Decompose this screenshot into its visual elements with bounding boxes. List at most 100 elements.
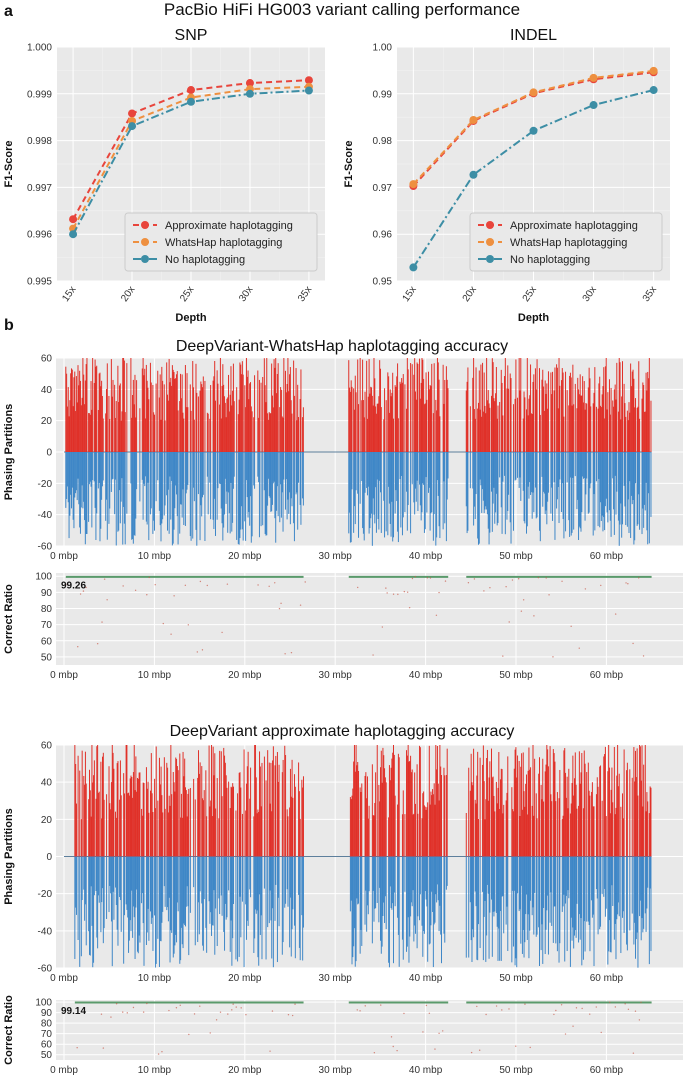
whatshap_ratio-ratio-point [278, 607, 281, 610]
whatshap_ratio-ratio-point [385, 587, 387, 589]
approx_partitions-y-tick-label: 0 [46, 852, 52, 863]
approx_ratio-ratio-point [640, 1001, 642, 1003]
whatshap_ratio-ratio-point [101, 621, 103, 623]
approx_ratio-ratio-point [508, 1008, 510, 1010]
whatshap_ratio-y-tick-label: 90 [41, 588, 53, 599]
snp-y-tick-label: 0.997 [27, 183, 52, 194]
snp-y-tick-label: 1.000 [27, 43, 52, 54]
approx_ratio-ratio-point [102, 1047, 105, 1049]
snp-y-tick-label: 0.999 [27, 89, 52, 100]
indel-legend-box [469, 212, 663, 272]
approx_ratio-ratio-point [188, 1033, 190, 1036]
whatshap_ratio-ratio-point [467, 582, 470, 584]
indel-legend-label: No haplotagging [510, 254, 590, 266]
indel-legend-label: WhatsHap haplotagging [510, 237, 627, 249]
whatshap_ratio-ratio-point [357, 586, 359, 589]
approx_ratio-y-tick-label: 80 [41, 1019, 53, 1030]
whatshap_ratio-ratio-point [162, 622, 164, 625]
whatshap_ratio-ratio-point [642, 655, 645, 657]
approx_ratio-ratio-point [168, 1009, 170, 1012]
snp-x-axis-title: Depth [175, 312, 206, 324]
approx_ratio-ratio-point [240, 1007, 242, 1009]
approx_partitions-x-tick-label: 0 mbp [50, 973, 78, 984]
snp-data-point-none [304, 86, 313, 95]
approx_ratio-ratio-point [632, 1052, 635, 1054]
whatshap_ratio-ratio-point [537, 576, 540, 579]
whatshap_ratio-ratio-point [134, 589, 137, 592]
indel-y-tick-label: 0.96 [373, 230, 393, 241]
whatshap_ratio-ratio-point [274, 582, 276, 584]
approx_ratio-ratio-point [442, 1030, 444, 1032]
approx_partitions-x-tick-label: 40 mbp [409, 973, 443, 984]
indel-x-axis-title: Depth [518, 312, 549, 324]
indel-y-axis-title: F1-Score [343, 140, 355, 187]
approx_ratio-ratio-point [470, 1051, 473, 1054]
approx_ratio-ratio-point [638, 1019, 641, 1021]
whatshap_ratio-plot-area [56, 573, 683, 665]
whatshap_ratio-x-tick-label: 50 mbp [499, 670, 533, 681]
approx_ratio-x-tick-label: 30 mbp [319, 1065, 353, 1075]
whatshap_ratio-ratio-point [372, 654, 374, 656]
approx_ratio-ratio-point [555, 1009, 557, 1012]
whatshap_ratio-ratio-point [280, 602, 282, 605]
approx_ratio-ratio-point [396, 1049, 398, 1052]
approx_ratio-ratio-point [199, 1005, 201, 1007]
whatshap_ratio-ratio-point [196, 651, 199, 653]
approx_partitions-chart-title: DeepVariant approximate haplotagging acc… [170, 723, 515, 740]
whatshap_partitions-x-tick-label: 40 mbp [409, 551, 443, 562]
approx_ratio-ratio-point [232, 1003, 234, 1005]
whatshap_ratio-y-tick-label: 50 [41, 652, 53, 663]
whatshap_ratio-ratio-point [284, 653, 286, 655]
snp-x-tick-label: 30x [237, 284, 255, 304]
approx_ratio-ratio-point [422, 1031, 424, 1033]
whatshap_ratio-ratio-point [600, 584, 602, 587]
whatshap_ratio-ratio-point [517, 578, 520, 580]
whatshap_ratio-ratio-point [489, 586, 491, 589]
indel-y-tick-label: 1.00 [373, 43, 393, 54]
whatshap_ratio-ratio-point [381, 626, 384, 628]
snp-x-tick-label: 25x [178, 284, 196, 304]
approx_ratio-ratio-point [572, 1025, 574, 1027]
whatshap_ratio-ratio-point [392, 593, 395, 595]
indel-x-tick-label: 30x [581, 284, 599, 304]
whatshap_ratio-ratio-point [154, 584, 156, 586]
whatshap_ratio-ratio-point [411, 577, 414, 580]
snp-data-point-approx [304, 76, 313, 85]
approx_ratio-ratio-point [179, 1004, 181, 1006]
approx_ratio-ratio-point [245, 1013, 247, 1016]
whatshap_partitions-x-tick-label: 10 mbp [138, 551, 172, 562]
snp-series-line-whatshap [72, 85, 309, 230]
approx_ratio-x-tick-label: 10 mbp [138, 1065, 172, 1075]
whatshap_ratio-ratio-point [257, 584, 259, 586]
indel-x-tick-label: 25x [521, 284, 539, 304]
approx_ratio-plot-area [56, 1000, 683, 1060]
approx_ratio-ratio-point [122, 1011, 124, 1013]
whatshap_ratio-ratio-point [85, 586, 87, 589]
approx_ratio-x-tick-label: 20 mbp [228, 1065, 262, 1075]
whatshap_ratio-ratio-point [426, 577, 429, 579]
approx_ratio-ratio-point [132, 1006, 135, 1009]
whatshap_ratio-ratio-point [170, 633, 172, 635]
indel-y-tick-label: 0.95 [373, 277, 393, 288]
whatshap_ratio-ratio-point [548, 594, 550, 596]
whatshap_ratio-ratio-point [533, 615, 535, 617]
approx_ratio-ratio-point [390, 1036, 393, 1038]
snp-y-tick-label: 0.998 [27, 136, 52, 147]
approx_ratio-ratio-point [126, 1012, 128, 1014]
indel-legend-marker-approx [486, 221, 494, 229]
snp-data-point-approx [69, 215, 78, 224]
indel-data-point-none [469, 170, 478, 179]
approx_ratio-ratio-point [110, 1016, 112, 1018]
indel-data-point-whatshap [469, 116, 478, 125]
snp-y-axis-title: F1-Score [3, 140, 15, 187]
approx_partitions-x-tick-label: 50 mbp [499, 973, 533, 984]
approx_ratio-x-tick-label: 60 mbp [590, 1065, 624, 1075]
indel-data-point-none [589, 101, 598, 110]
whatshap_ratio-ratio-point [96, 642, 99, 645]
approx_ratio-ratio-point [287, 1014, 290, 1016]
approx_ratio-ratio-point [115, 1003, 118, 1005]
approx_ratio-y-tick-label: 100 [35, 998, 52, 1009]
approx_ratio-ratio-point [564, 1033, 567, 1035]
approx_ratio-mean-ratio-label: 99.14 [61, 1006, 86, 1017]
whatshap_ratio-ratio-point [406, 591, 409, 593]
